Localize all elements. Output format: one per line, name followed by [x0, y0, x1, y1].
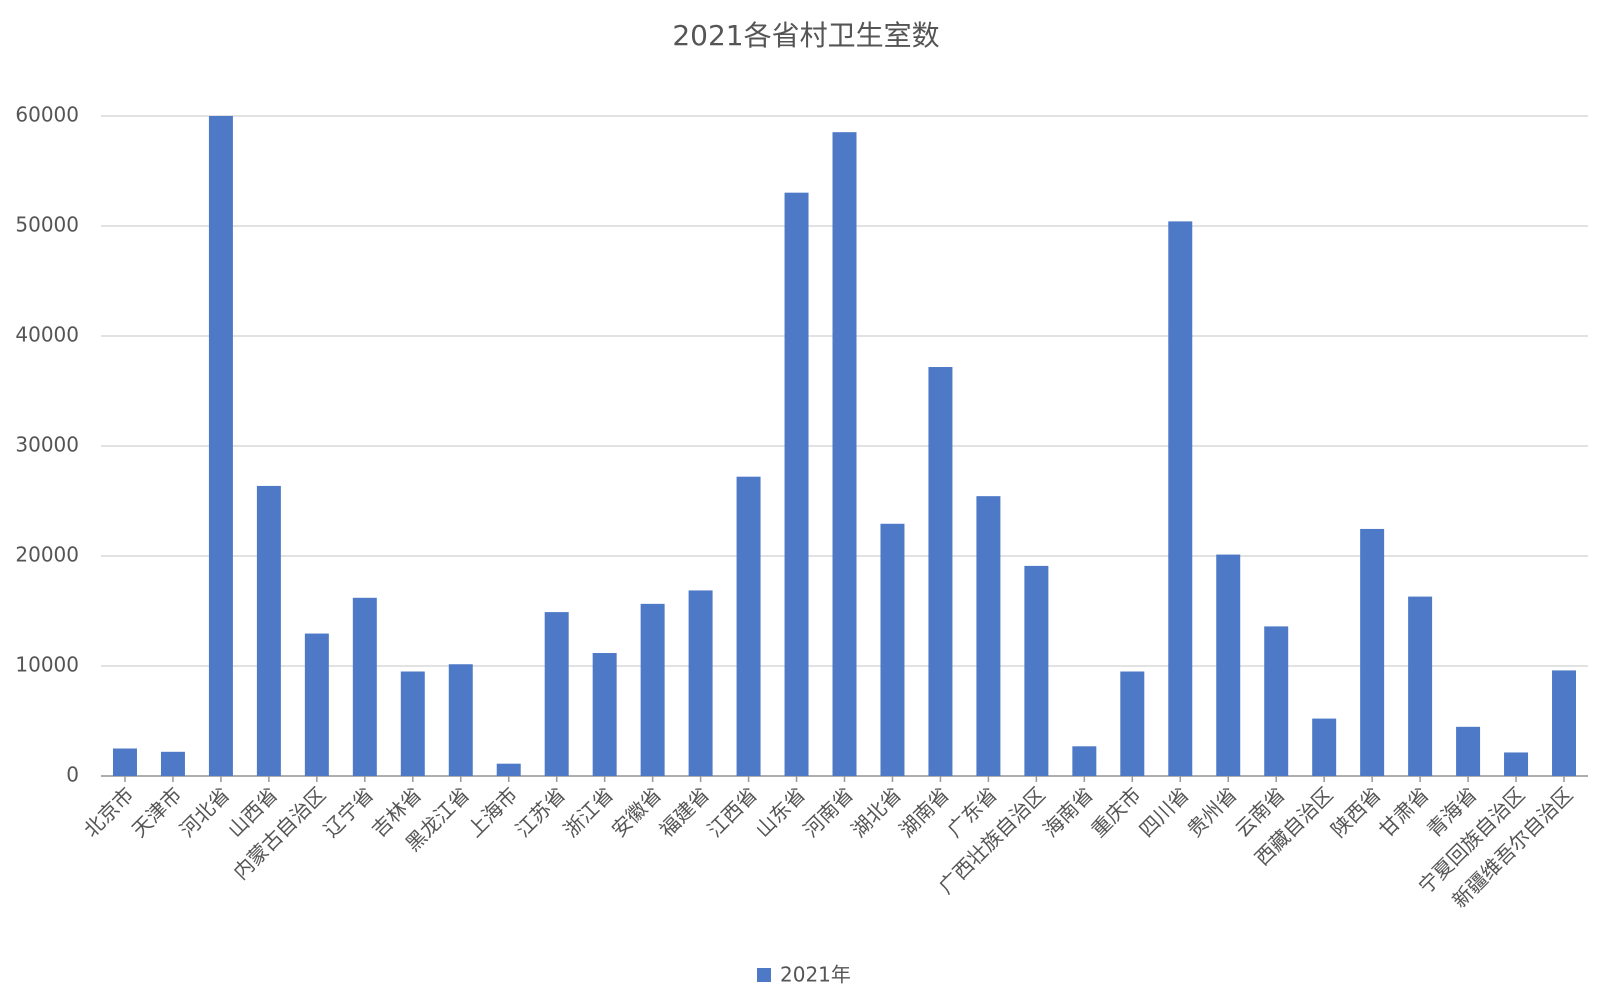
- y-tick-label: 50000: [15, 213, 79, 237]
- bar: [400, 671, 425, 776]
- x-tick-label: 湖北省: [846, 782, 905, 841]
- bar: [1168, 221, 1193, 776]
- x-tick-label: 天津市: [127, 782, 186, 841]
- bar: [1312, 718, 1337, 776]
- bar: [880, 523, 905, 776]
- bar: [448, 664, 473, 776]
- bar: [1408, 596, 1433, 776]
- bar: [352, 597, 377, 776]
- bar: [1360, 528, 1385, 776]
- x-tick-label: 福建省: [655, 782, 714, 841]
- y-tick-label: 20000: [15, 543, 79, 567]
- bar: [1504, 752, 1529, 776]
- x-tick-label: 四川省: [1134, 782, 1193, 841]
- bar: [256, 485, 281, 776]
- bar: [592, 653, 617, 776]
- bar: [304, 633, 329, 776]
- bar: [1024, 565, 1049, 776]
- x-tick-label: 北京市: [79, 782, 138, 841]
- x-tick-label: 浙江省: [559, 782, 618, 841]
- x-tick-label: 重庆市: [1086, 782, 1145, 841]
- x-tick-label: 海南省: [1038, 782, 1097, 841]
- y-tick-label: 0: [66, 763, 79, 787]
- bar: [208, 116, 233, 776]
- bar: [1072, 746, 1097, 776]
- bar: [832, 132, 857, 777]
- y-tick-label: 30000: [15, 433, 79, 457]
- bar: [544, 612, 569, 776]
- bar: [160, 751, 185, 776]
- y-tick-label: 60000: [15, 103, 79, 127]
- x-tick-label: 辽宁省: [319, 782, 378, 841]
- x-tick-label: 甘肃省: [1374, 782, 1433, 841]
- legend-label: 2021年: [780, 963, 851, 987]
- x-tick-label: 河南省: [799, 782, 858, 841]
- x-tick-label: 山东省: [751, 782, 810, 841]
- bar: [784, 192, 809, 777]
- bar: [1264, 626, 1289, 776]
- bar: [688, 590, 713, 776]
- bar: [736, 476, 761, 776]
- legend-swatch: [757, 968, 771, 982]
- y-tick-label: 40000: [15, 323, 79, 347]
- x-tick-label: 江西省: [703, 782, 762, 841]
- x-tick-label: 河北省: [175, 782, 234, 841]
- bar: [1120, 671, 1145, 776]
- x-tick-label: 贵州省: [1182, 782, 1241, 841]
- x-tick-label: 湖南省: [894, 782, 953, 841]
- x-tick-label: 陕西省: [1326, 782, 1385, 841]
- bar: [1216, 554, 1241, 776]
- bar: [496, 763, 521, 776]
- chart-title: 2021各省村卫生室数: [672, 19, 939, 52]
- bar: [1552, 670, 1577, 776]
- x-tick-label: 安徽省: [607, 782, 666, 841]
- bar: [1456, 726, 1481, 776]
- bar: [112, 748, 137, 776]
- bar: [928, 367, 953, 776]
- y-tick-label: 10000: [15, 653, 79, 677]
- x-tick-label: 上海市: [463, 782, 522, 841]
- bar: [976, 496, 1001, 776]
- x-tick-label: 江苏省: [511, 782, 570, 841]
- bar: [640, 603, 665, 776]
